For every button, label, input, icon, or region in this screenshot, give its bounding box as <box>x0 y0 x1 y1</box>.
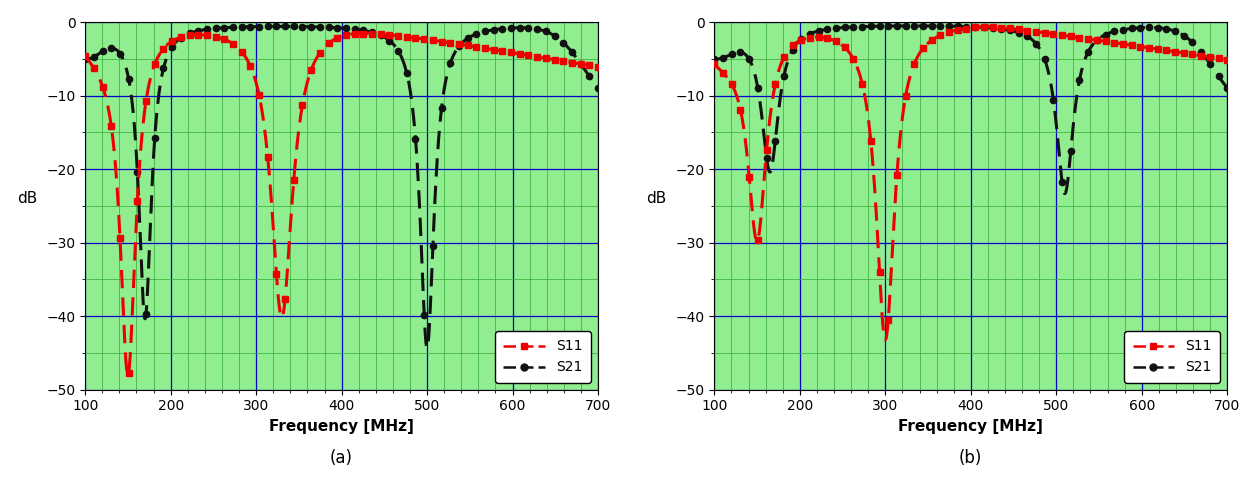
Text: (a): (a) <box>331 449 353 467</box>
Y-axis label: dB: dB <box>16 191 36 206</box>
Legend: S11, S21: S11, S21 <box>495 331 591 383</box>
Y-axis label: dB: dB <box>646 191 666 206</box>
Text: (b): (b) <box>959 449 983 467</box>
Legend: S11, S21: S11, S21 <box>1124 331 1221 383</box>
X-axis label: Frequency [MHz]: Frequency [MHz] <box>899 419 1043 434</box>
X-axis label: Frequency [MHz]: Frequency [MHz] <box>269 419 414 434</box>
